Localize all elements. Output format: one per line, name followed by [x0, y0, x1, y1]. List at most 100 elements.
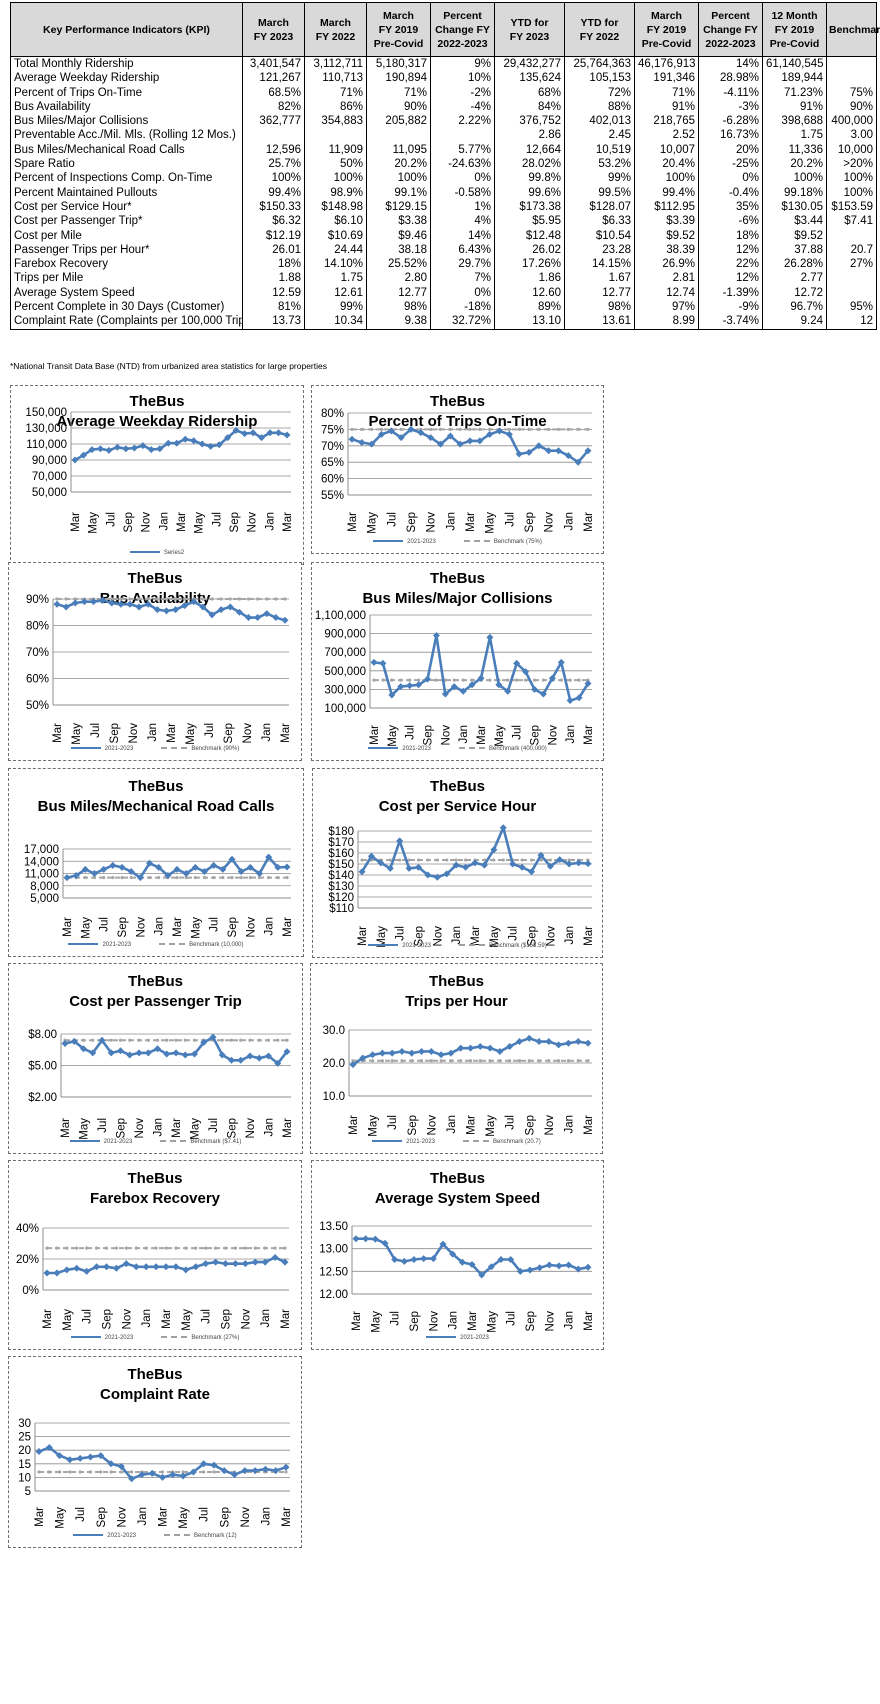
- y-tick-label: $120: [328, 892, 354, 904]
- data-point: [162, 607, 170, 615]
- kpi-row: Bus Availability 82% 86% 90% -4% 84% 88% 91% -3%…: [10, 99, 877, 115]
- kpi-cell: 11,336: [762, 142, 827, 158]
- legend-item: 2021-2023: [70, 1335, 133, 1341]
- data-point: [71, 599, 79, 607]
- x-tick-label: Jul: [405, 725, 417, 740]
- data-point: [504, 687, 512, 695]
- data-point: [379, 659, 387, 667]
- data-point: [117, 600, 125, 608]
- kpi-cell: 1.88: [242, 271, 305, 286]
- x-tick-label: Nov: [128, 723, 140, 744]
- benchmark-marker: [130, 1470, 134, 1474]
- data-point: [128, 1475, 136, 1483]
- data-point: [138, 1471, 146, 1479]
- kpi-cell: $10.54: [564, 228, 635, 243]
- benchmark-marker: [520, 858, 524, 862]
- x-tick-label: Jul: [387, 1115, 399, 1130]
- kpi-cell: 1.86: [494, 271, 565, 286]
- kpi-cell: 9%: [430, 56, 495, 72]
- legend-series-swatch: [68, 943, 99, 946]
- kpi-cell: 68%: [494, 85, 565, 100]
- x-tick-label: Jan: [264, 1118, 276, 1137]
- data-point: [575, 694, 583, 702]
- data-point: [283, 431, 291, 439]
- benchmark-marker: [85, 1246, 89, 1250]
- benchmark-marker: [253, 1246, 257, 1250]
- data-point: [462, 863, 470, 871]
- benchmark-marker: [221, 875, 225, 880]
- kpi-cell: 20.2%: [366, 157, 431, 172]
- data-point: [531, 685, 538, 693]
- y-tick-label: 40%: [16, 1223, 39, 1235]
- data-point: [126, 600, 134, 608]
- data-point: [159, 1473, 166, 1481]
- chart-brand: TheBus: [429, 1170, 485, 1187]
- benchmark-marker: [68, 1470, 72, 1474]
- benchmark-marker: [559, 678, 563, 682]
- y-tick-label: 70%: [321, 441, 344, 453]
- benchmark-marker: [508, 1059, 512, 1063]
- legend-series-swatch: [368, 944, 399, 947]
- benchmark-marker: [57, 1470, 62, 1474]
- kpi-cell: 71%: [366, 85, 431, 100]
- benchmark-marker: [285, 875, 289, 880]
- kpi-cell: 86%: [304, 99, 367, 115]
- benchmark-marker: [488, 678, 492, 682]
- kpi-header-cell: Benchmark: [826, 2, 880, 57]
- data-point: [274, 1059, 282, 1067]
- data-point: [201, 867, 208, 875]
- benchmark-marker: [81, 1038, 86, 1042]
- x-tick-label: Nov: [245, 917, 257, 938]
- data-point: [513, 659, 521, 667]
- benchmark-marker: [273, 1246, 277, 1250]
- legend-item: Benchmark ($153.59): [459, 943, 547, 949]
- data-point: [458, 1258, 466, 1266]
- kpi-row-label: Average Weekday Ridership: [10, 71, 243, 86]
- x-tick-label: Nov: [426, 1115, 438, 1136]
- data-point: [103, 1263, 110, 1271]
- data-point: [210, 861, 218, 869]
- kpi-cell: 5,180,317: [366, 56, 431, 72]
- data-point: [109, 861, 117, 869]
- data-point: [153, 606, 161, 614]
- benchmark-marker: [586, 1059, 590, 1063]
- chart-panel-trips-per-hour: TheBus Trips per Hour 10.0 20.0 30.0 Mar May Ju…: [310, 963, 603, 1154]
- benchmark-marker: [449, 1059, 453, 1063]
- chart-title: Farebox Recovery: [89, 1190, 221, 1207]
- data-point: [258, 434, 266, 442]
- benchmark-marker: [45, 1246, 49, 1250]
- data-point: [255, 1054, 263, 1062]
- benchmark-marker: [237, 597, 241, 601]
- kpi-cell: 20.2%: [762, 157, 827, 172]
- kpi-cell: [242, 128, 305, 143]
- chart-panel-bus-availability: TheBus Bus Availability 50% 60% 70% 80% 90% Mar…: [8, 562, 302, 761]
- data-point: [358, 439, 366, 447]
- data-point: [209, 1033, 217, 1041]
- data-point: [265, 1052, 272, 1060]
- y-tick-label: 17,000: [24, 844, 59, 856]
- kpi-cell: 38.39: [634, 242, 699, 258]
- data-point: [249, 429, 257, 437]
- x-tick-label: Nov: [432, 926, 444, 947]
- x-tick-label: Mar: [166, 723, 178, 743]
- y-tick-label: $180: [328, 826, 354, 838]
- kpi-cell: 376,752: [494, 114, 565, 129]
- data-point: [219, 865, 227, 873]
- data-point: [215, 441, 223, 449]
- benchmark-marker: [527, 1059, 531, 1063]
- data-point: [155, 863, 163, 871]
- kpi-cell: -6.28%: [698, 114, 763, 129]
- y-tick-label: 60%: [26, 674, 49, 686]
- x-tick-label: May: [494, 725, 506, 747]
- x-tick-label: Sep: [414, 926, 426, 946]
- x-tick-label: Jan: [158, 512, 170, 531]
- x-tick-label: Nov: [247, 512, 259, 533]
- data-point: [135, 603, 143, 611]
- chart-svg: $110$120$130$140$150$160$170$180 Mar May Ju…: [328, 824, 595, 948]
- legend-series-swatch: [372, 1140, 403, 1143]
- data-point: [427, 1047, 435, 1055]
- kpi-cell: $129.15: [366, 199, 431, 215]
- legend-label: Benchmark ($153.59): [489, 943, 547, 949]
- kpi-cell: -3%: [698, 99, 763, 115]
